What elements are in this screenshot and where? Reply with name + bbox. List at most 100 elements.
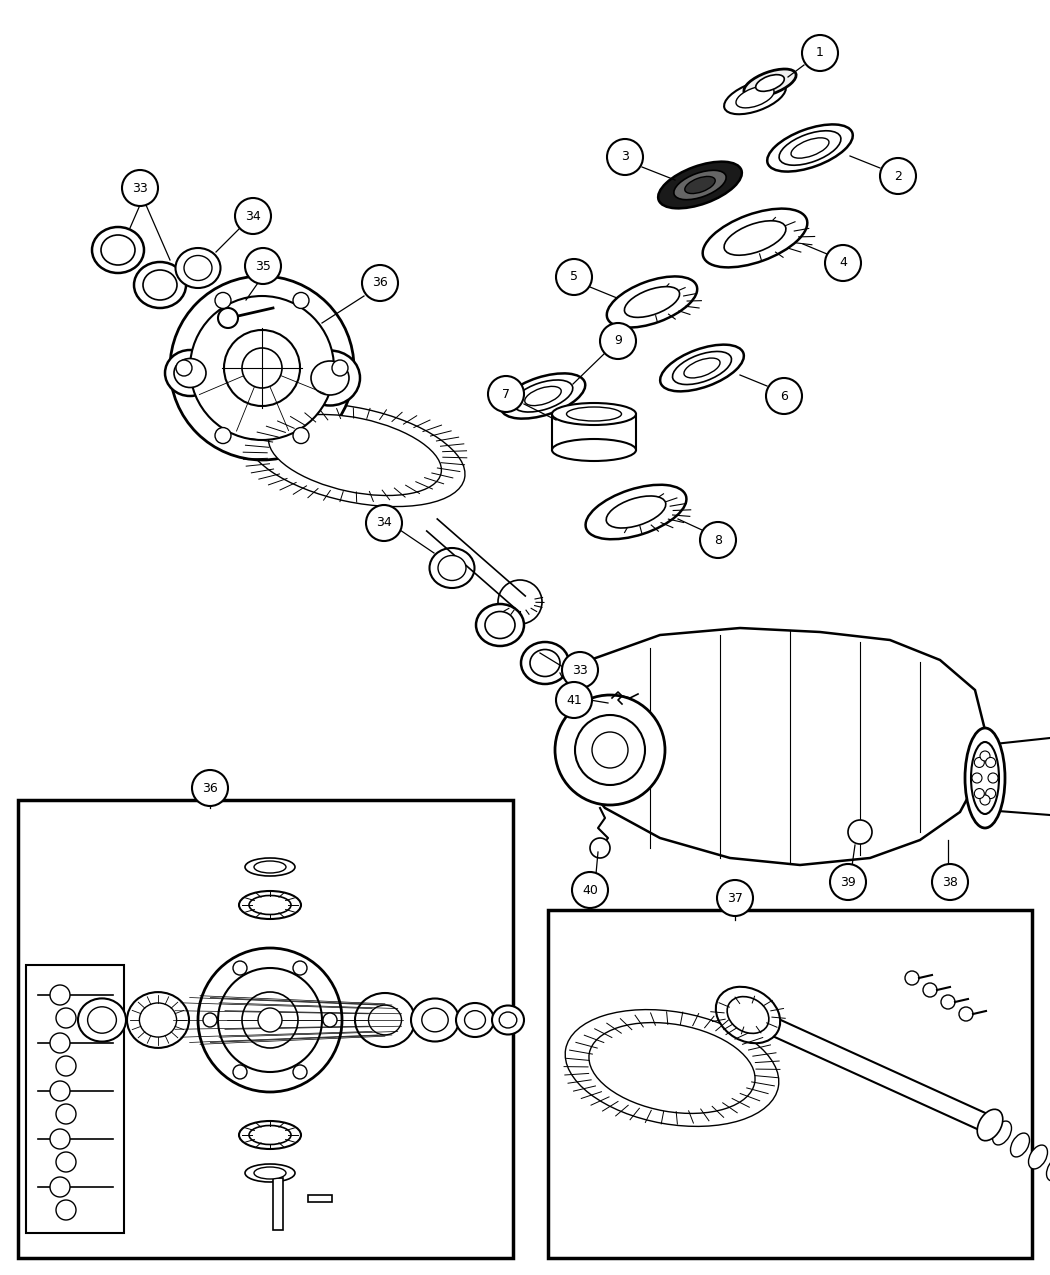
Ellipse shape — [464, 1011, 485, 1029]
Text: 34: 34 — [376, 516, 392, 529]
Ellipse shape — [239, 1121, 301, 1149]
Circle shape — [56, 1009, 76, 1028]
Circle shape — [170, 275, 354, 460]
Circle shape — [50, 1033, 70, 1053]
Circle shape — [766, 377, 802, 414]
Circle shape — [802, 34, 838, 71]
Ellipse shape — [779, 131, 841, 166]
Circle shape — [556, 682, 592, 718]
Circle shape — [848, 820, 872, 844]
Text: 33: 33 — [572, 663, 588, 677]
Ellipse shape — [1029, 1145, 1048, 1169]
Circle shape — [905, 972, 919, 986]
Ellipse shape — [521, 643, 569, 683]
Ellipse shape — [476, 604, 524, 646]
Bar — [26, 965, 124, 1233]
Text: 33: 33 — [132, 181, 148, 195]
Circle shape — [176, 360, 192, 376]
Ellipse shape — [78, 998, 126, 1042]
Circle shape — [233, 1065, 247, 1079]
Ellipse shape — [140, 1003, 176, 1037]
Ellipse shape — [607, 277, 697, 328]
Circle shape — [233, 961, 247, 975]
Circle shape — [498, 580, 542, 623]
Ellipse shape — [724, 80, 785, 115]
Circle shape — [50, 986, 70, 1005]
Ellipse shape — [101, 235, 135, 265]
Circle shape — [293, 427, 309, 444]
Circle shape — [590, 838, 610, 858]
Ellipse shape — [411, 998, 459, 1042]
Ellipse shape — [567, 407, 622, 421]
Circle shape — [190, 296, 334, 440]
Circle shape — [218, 309, 238, 328]
Circle shape — [122, 170, 158, 207]
Ellipse shape — [552, 439, 636, 462]
Text: 7: 7 — [502, 388, 510, 400]
Circle shape — [986, 788, 995, 798]
Ellipse shape — [965, 728, 1005, 827]
Circle shape — [293, 1065, 307, 1079]
Circle shape — [50, 1128, 70, 1149]
Circle shape — [959, 1007, 973, 1021]
Circle shape — [986, 757, 995, 768]
Circle shape — [242, 992, 298, 1048]
Ellipse shape — [674, 171, 727, 200]
Ellipse shape — [525, 386, 562, 405]
Circle shape — [488, 376, 524, 412]
Circle shape — [56, 1200, 76, 1220]
Circle shape — [980, 796, 990, 805]
Circle shape — [245, 249, 281, 284]
Ellipse shape — [1047, 1156, 1050, 1181]
Circle shape — [555, 695, 665, 805]
Text: 37: 37 — [727, 891, 743, 904]
Ellipse shape — [239, 891, 301, 919]
Circle shape — [56, 1153, 76, 1172]
Circle shape — [215, 427, 231, 444]
Text: 8: 8 — [714, 533, 722, 547]
Ellipse shape — [174, 358, 206, 388]
Circle shape — [607, 139, 643, 175]
Circle shape — [941, 994, 956, 1009]
Ellipse shape — [499, 1012, 517, 1028]
Ellipse shape — [355, 993, 415, 1047]
Ellipse shape — [245, 858, 295, 876]
Ellipse shape — [586, 484, 687, 539]
Circle shape — [332, 360, 348, 376]
Circle shape — [700, 521, 736, 558]
Circle shape — [50, 1081, 70, 1102]
Text: 2: 2 — [894, 170, 902, 182]
Bar — [273, 1178, 284, 1230]
Circle shape — [974, 757, 984, 768]
Ellipse shape — [606, 496, 666, 528]
Ellipse shape — [311, 361, 349, 395]
Circle shape — [258, 1009, 282, 1031]
Circle shape — [825, 245, 861, 280]
Ellipse shape — [992, 1121, 1011, 1145]
Text: 41: 41 — [566, 694, 582, 706]
Ellipse shape — [702, 209, 807, 268]
Text: 34: 34 — [245, 209, 260, 223]
Circle shape — [830, 864, 866, 900]
Circle shape — [572, 872, 608, 908]
Circle shape — [203, 1014, 217, 1026]
Ellipse shape — [728, 997, 769, 1033]
Ellipse shape — [978, 1109, 1003, 1141]
Ellipse shape — [438, 556, 466, 580]
Circle shape — [215, 292, 231, 309]
Circle shape — [293, 961, 307, 975]
Ellipse shape — [565, 1010, 779, 1126]
Ellipse shape — [716, 987, 780, 1043]
Bar — [308, 1195, 332, 1202]
Ellipse shape — [685, 176, 715, 194]
Ellipse shape — [589, 1023, 755, 1113]
Circle shape — [224, 330, 300, 405]
Ellipse shape — [492, 1006, 524, 1034]
Circle shape — [235, 198, 271, 235]
Circle shape — [600, 323, 636, 360]
Circle shape — [56, 1104, 76, 1125]
Ellipse shape — [768, 125, 853, 172]
Ellipse shape — [92, 227, 144, 273]
Circle shape — [242, 348, 282, 388]
Ellipse shape — [269, 414, 441, 496]
